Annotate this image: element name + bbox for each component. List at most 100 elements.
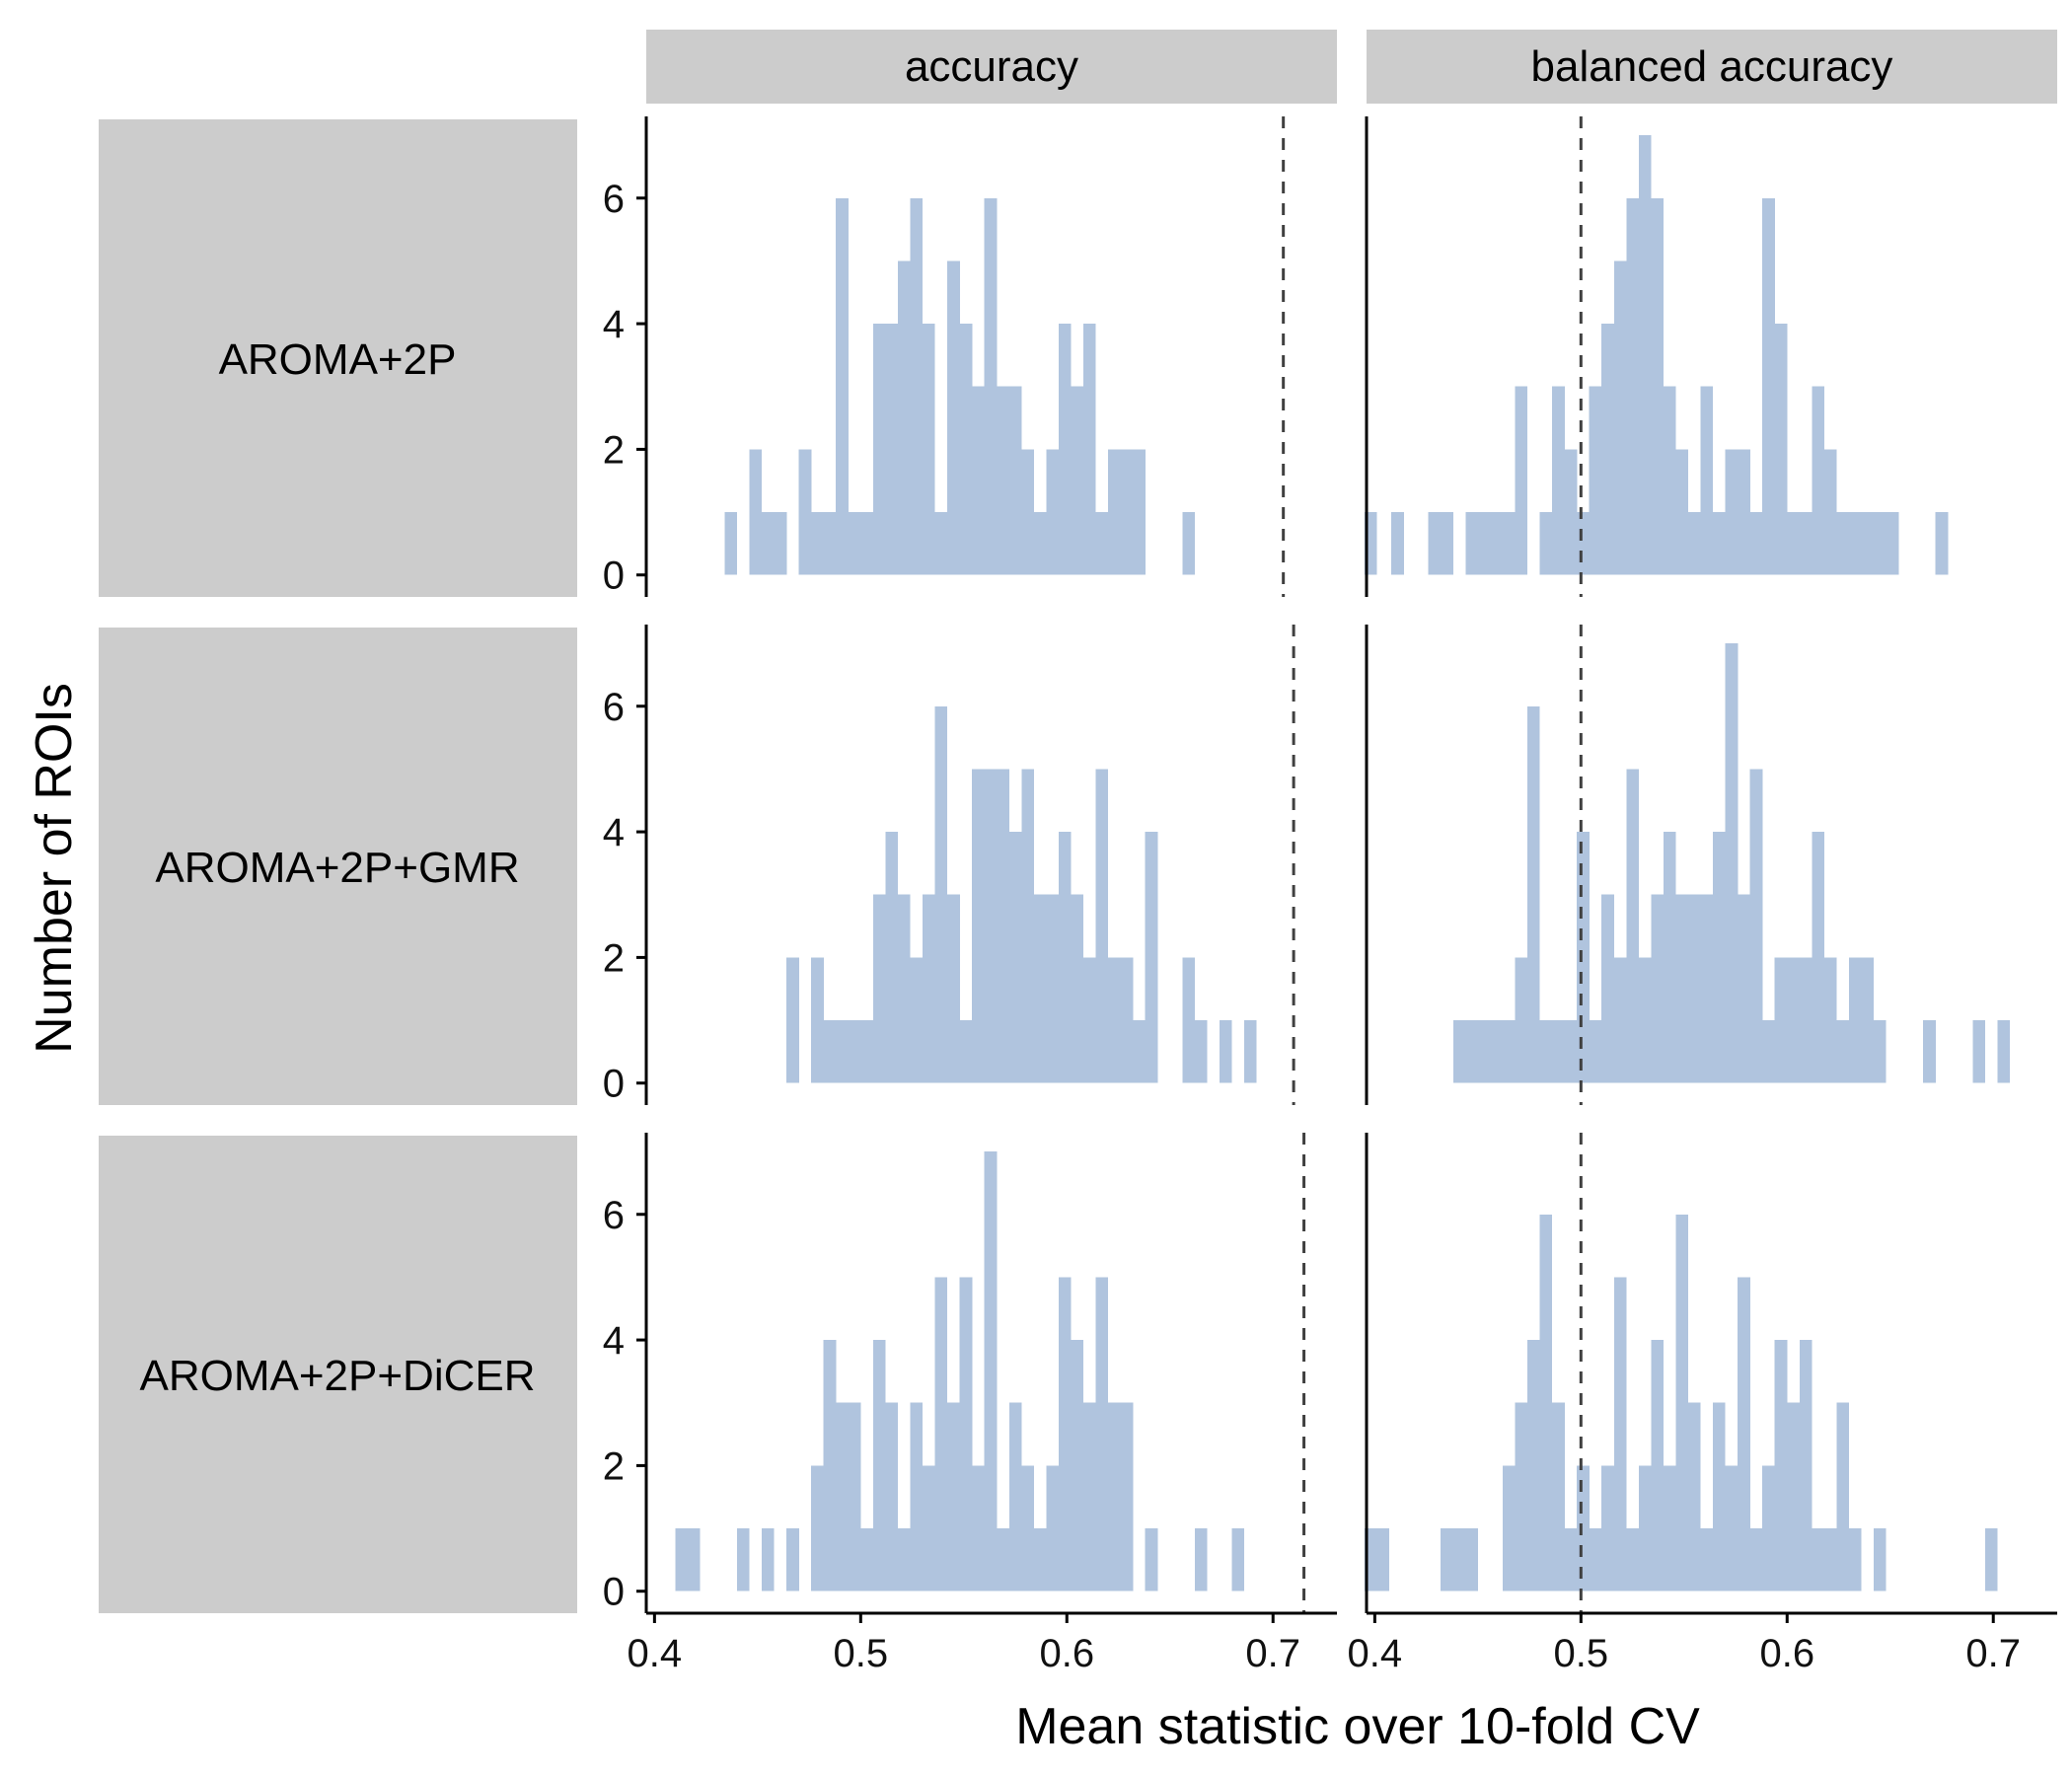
- histogram-bar: [910, 197, 924, 575]
- histogram-bar: [1008, 832, 1022, 1083]
- histogram-bar: [687, 1528, 701, 1591]
- histogram-bar: [934, 1277, 948, 1591]
- histogram-bar: [1515, 1402, 1528, 1591]
- histogram-bar: [934, 705, 948, 1083]
- histogram-bar: [1539, 1020, 1553, 1083]
- histogram-bar: [1564, 449, 1578, 575]
- histogram-bar: [1799, 512, 1813, 575]
- x-tick-label: 0.6: [1759, 1632, 1814, 1675]
- histogram-bar: [1182, 957, 1195, 1083]
- histogram-bar: [1376, 1528, 1390, 1591]
- histogram-bar: [959, 324, 973, 575]
- y-tick-label: 6: [603, 178, 625, 221]
- histogram-bar: [1700, 386, 1714, 575]
- histogram-bar: [910, 957, 924, 1083]
- histogram-bar: [885, 1402, 899, 1591]
- histogram-bar: [1008, 1402, 1022, 1591]
- histogram-bar: [1725, 449, 1739, 575]
- y-tick-label: 2: [603, 1444, 625, 1488]
- histogram-bar: [1935, 512, 1949, 575]
- histogram-bar: [1441, 512, 1453, 575]
- histogram-bar: [972, 1465, 985, 1591]
- histogram-bar: [1082, 1402, 1096, 1591]
- histogram-bar: [1120, 1402, 1134, 1591]
- histogram-bar: [897, 260, 911, 575]
- histogram-bar: [1997, 1020, 2011, 1083]
- histogram-bar: [1738, 1277, 1750, 1591]
- histogram-bar: [1231, 1528, 1245, 1591]
- histogram-bar: [1490, 1020, 1504, 1083]
- histogram-bar: [947, 894, 960, 1083]
- histogram-bar: [1589, 1020, 1602, 1083]
- histogram-bar: [860, 1528, 874, 1591]
- x-tick-label: 0.5: [1554, 1632, 1609, 1675]
- histogram-bar: [1687, 512, 1701, 575]
- histogram-bar: [923, 324, 935, 575]
- row-strip-3: [99, 1136, 577, 1613]
- histogram-bar: [1626, 1528, 1639, 1591]
- histogram-bar: [1477, 512, 1491, 575]
- histogram-bar: [1836, 512, 1850, 575]
- histogram-bar: [1651, 894, 1665, 1083]
- histogram-bar: [811, 1465, 824, 1591]
- histogram-bar: [1071, 894, 1084, 1083]
- histogram-bar: [1823, 957, 1837, 1083]
- histogram-bar: [749, 449, 763, 575]
- histogram-bar: [885, 324, 899, 575]
- histogram-bar: [1823, 449, 1837, 575]
- histogram-bar: [1095, 769, 1109, 1083]
- histogram-bar: [923, 1465, 935, 1591]
- histogram-bar: [1243, 1020, 1257, 1083]
- histogram-bar: [860, 1020, 874, 1083]
- histogram-bar: [1823, 1528, 1837, 1591]
- histogram-bar: [736, 1528, 750, 1591]
- histogram-bar: [1021, 449, 1034, 575]
- histogram-bar: [1564, 1528, 1578, 1591]
- histogram-bar: [1515, 957, 1528, 1083]
- histogram-bar: [1663, 832, 1676, 1083]
- histogram-bar: [1021, 769, 1034, 1083]
- axes: 0 2 4 6 0 2 4 6 0 2 4 6 0.4 0.5 0.6 0.7 0.4 0.5 0.6 0.7: [603, 116, 2057, 1675]
- y-tick-label: 6: [603, 1194, 625, 1237]
- histogram-bar: [1552, 1020, 1565, 1083]
- histogram-bar: [1774, 324, 1788, 575]
- row-strip-2: [99, 628, 577, 1105]
- y-axis-title: Number of ROIs: [26, 683, 83, 1054]
- histogram-bar: [1787, 512, 1800, 575]
- x-tick-label: 0.7: [1245, 1632, 1300, 1675]
- histogram-bar: [1033, 1528, 1047, 1591]
- panel-2-2: [1452, 625, 2011, 1105]
- histogram-bar: [1564, 1020, 1578, 1083]
- histogram-bar: [1613, 957, 1627, 1083]
- histogram-bar: [1490, 512, 1504, 575]
- histogram-bar: [1058, 1277, 1072, 1591]
- histogram-bar: [972, 386, 985, 575]
- histogram-bar: [1774, 957, 1788, 1083]
- histogram-bar: [1552, 386, 1565, 575]
- y-tick-label: 6: [603, 686, 625, 729]
- y-tick-label: 4: [603, 811, 625, 854]
- histogram-bar: [1675, 1214, 1689, 1591]
- histogram-bar: [1526, 1340, 1540, 1591]
- histogram-bar: [762, 1528, 775, 1591]
- histogram-bar: [947, 260, 960, 575]
- panel-2-1: [786, 625, 1295, 1105]
- x-tick-label: 0.4: [1348, 1632, 1403, 1675]
- histogram-bar: [1923, 1020, 1936, 1083]
- histogram-bar: [1589, 1528, 1602, 1591]
- histogram-bar: [1008, 386, 1022, 575]
- histogram-bar: [1651, 1340, 1665, 1591]
- histogram-bar: [959, 1020, 973, 1083]
- histogram-bar: [1836, 1020, 1850, 1083]
- column-strip-label: balanced accuracy: [1531, 42, 1893, 91]
- histogram-bar: [1762, 1020, 1775, 1083]
- histogram-bar: [786, 957, 799, 1083]
- histogram-bar: [1972, 1020, 1986, 1083]
- histogram-bar: [1577, 832, 1590, 1083]
- panel-3-2: [1364, 1133, 1998, 1613]
- column-strip-2: [1367, 30, 2057, 104]
- histogram-bar: [1021, 1465, 1034, 1591]
- histogram-bar: [1071, 1340, 1084, 1591]
- histogram-bar: [811, 512, 824, 575]
- histogram-bar: [1861, 512, 1875, 575]
